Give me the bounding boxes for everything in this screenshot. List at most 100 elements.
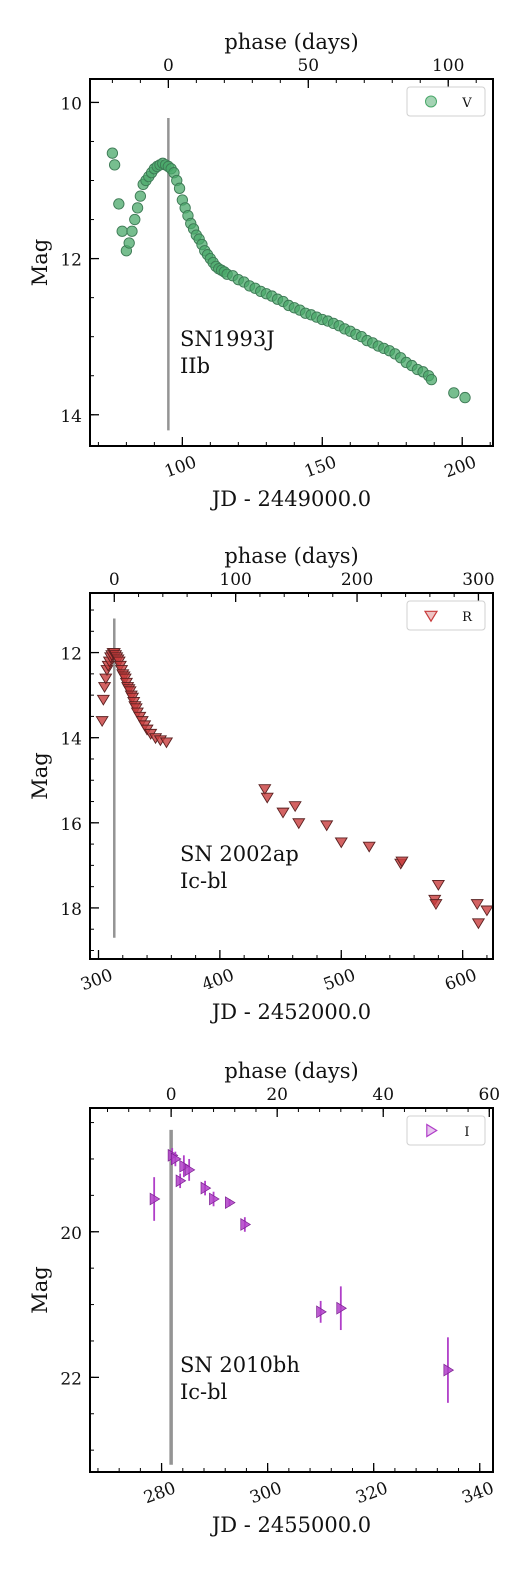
data-point xyxy=(209,1192,220,1206)
data-point xyxy=(260,792,274,804)
legend-marker xyxy=(425,95,437,108)
top-tick-label: 0 xyxy=(163,56,174,76)
y-tick-label: 14 xyxy=(60,730,82,750)
y-tick-label: 16 xyxy=(60,815,82,835)
legend-label: R xyxy=(462,610,473,625)
top-tick-label: 40 xyxy=(372,1085,394,1105)
data-point xyxy=(149,1192,161,1206)
data-point xyxy=(362,841,376,853)
legend: I xyxy=(406,1115,486,1146)
top-tick-label: 100 xyxy=(219,570,251,590)
x-axis-title: JD - 2449000.0 xyxy=(210,487,371,511)
y-tick-label: 14 xyxy=(60,407,82,427)
y-tick-label: 10 xyxy=(60,94,82,114)
data-point xyxy=(431,880,445,891)
x-tick-label: 280 xyxy=(141,1478,178,1508)
top-axis-title: phase (days) xyxy=(224,30,358,54)
data-point xyxy=(113,198,125,210)
legend-label: V xyxy=(461,96,472,111)
sn-annotation-line: IIb xyxy=(180,354,210,378)
data-point xyxy=(184,1163,196,1177)
data-point xyxy=(470,899,484,911)
chart-panel-1: 100 150 200 0 50 100 10 12 14 JD - 2449000.0 phase… xyxy=(28,30,494,511)
data-point xyxy=(334,837,348,849)
y-tick-label: 22 xyxy=(60,1369,82,1389)
data-point xyxy=(225,1196,236,1210)
x-tick-label: 400 xyxy=(200,965,237,995)
data-point xyxy=(276,807,290,819)
data-point xyxy=(173,182,186,194)
data-point xyxy=(448,387,460,399)
sn-annotation-line: SN 2002ap xyxy=(180,842,299,866)
top-tick-label: 100 xyxy=(432,56,464,76)
data-point xyxy=(471,918,486,930)
data-point xyxy=(288,801,302,813)
data-point xyxy=(175,1174,187,1188)
top-tick-label: 20 xyxy=(266,1085,288,1105)
data-point xyxy=(159,737,174,749)
legend-box xyxy=(406,1115,486,1146)
x-tick-label: 600 xyxy=(442,965,479,995)
y-tick-label: 20 xyxy=(60,1224,82,1244)
data-point xyxy=(116,225,128,237)
data-point xyxy=(443,1363,455,1377)
data-point xyxy=(179,1159,191,1173)
top-tick-label: 60 xyxy=(478,1085,500,1105)
x-tick-label: 150 xyxy=(302,452,339,482)
chart-panel-2: 300 400 500 600 0 100 200 300 12 14 16 18 JD - 24520… xyxy=(28,544,495,1024)
data-point xyxy=(99,673,113,685)
data-point xyxy=(129,213,141,226)
data-point xyxy=(106,147,119,159)
x-tick-label: 300 xyxy=(78,965,115,995)
x-tick-label: 200 xyxy=(442,452,479,482)
x-tick-label: 500 xyxy=(321,965,358,995)
sn-annotation-line: Ic-bl xyxy=(180,1380,228,1404)
data-point xyxy=(97,682,112,694)
chart-panel-3: 280 300 320 340 0 20 40 60 20 22 JD - 2455000.0 pha… xyxy=(28,1059,500,1537)
data-point xyxy=(123,237,135,249)
data-point xyxy=(170,1152,182,1166)
legend-box xyxy=(406,600,486,631)
top-tick-label: 50 xyxy=(297,56,319,76)
x-axis-title: JD - 2452000.0 xyxy=(210,1000,371,1024)
data-point xyxy=(459,391,471,404)
data-point xyxy=(108,159,121,171)
legend: V xyxy=(406,86,486,117)
data-point xyxy=(395,856,409,868)
top-tick-label: 200 xyxy=(341,570,373,590)
top-tick-label: 300 xyxy=(462,570,494,590)
legend-label: I xyxy=(464,1125,469,1140)
axes-frame xyxy=(89,78,494,447)
y-axis-title: Mag xyxy=(28,1266,52,1313)
y-axis-title: Mag xyxy=(28,239,52,286)
axes-frame xyxy=(89,592,494,960)
sn-annotation-line: Ic-bl xyxy=(180,869,228,893)
legend-marker xyxy=(423,610,439,623)
sn-annotation-line: SN1993J xyxy=(180,327,275,351)
data-point xyxy=(480,905,494,917)
x-tick-label: 100 xyxy=(162,452,199,482)
data-point xyxy=(336,1301,347,1315)
data-point xyxy=(134,190,147,202)
legend-marker xyxy=(426,1123,438,1138)
x-tick-label: 340 xyxy=(459,1478,496,1508)
data-point xyxy=(131,202,144,214)
data-point xyxy=(425,373,438,386)
data-point xyxy=(320,820,334,832)
legend: R xyxy=(406,600,486,631)
top-axis-title: phase (days) xyxy=(224,1059,358,1083)
data-point xyxy=(258,784,272,796)
top-tick-label: 0 xyxy=(109,570,120,590)
data-point xyxy=(292,818,306,830)
data-point xyxy=(96,694,110,706)
data-point xyxy=(429,899,443,911)
sn-annotation-line: SN 2010bh xyxy=(180,1353,300,1377)
x-tick-label: 320 xyxy=(353,1478,390,1508)
data-point xyxy=(200,1181,212,1195)
data-point xyxy=(95,716,109,728)
y-axis-title: Mag xyxy=(28,752,52,799)
y-tick-label: 12 xyxy=(60,251,82,271)
y-tick-label: 18 xyxy=(60,900,82,920)
x-tick-label: 300 xyxy=(247,1478,284,1508)
